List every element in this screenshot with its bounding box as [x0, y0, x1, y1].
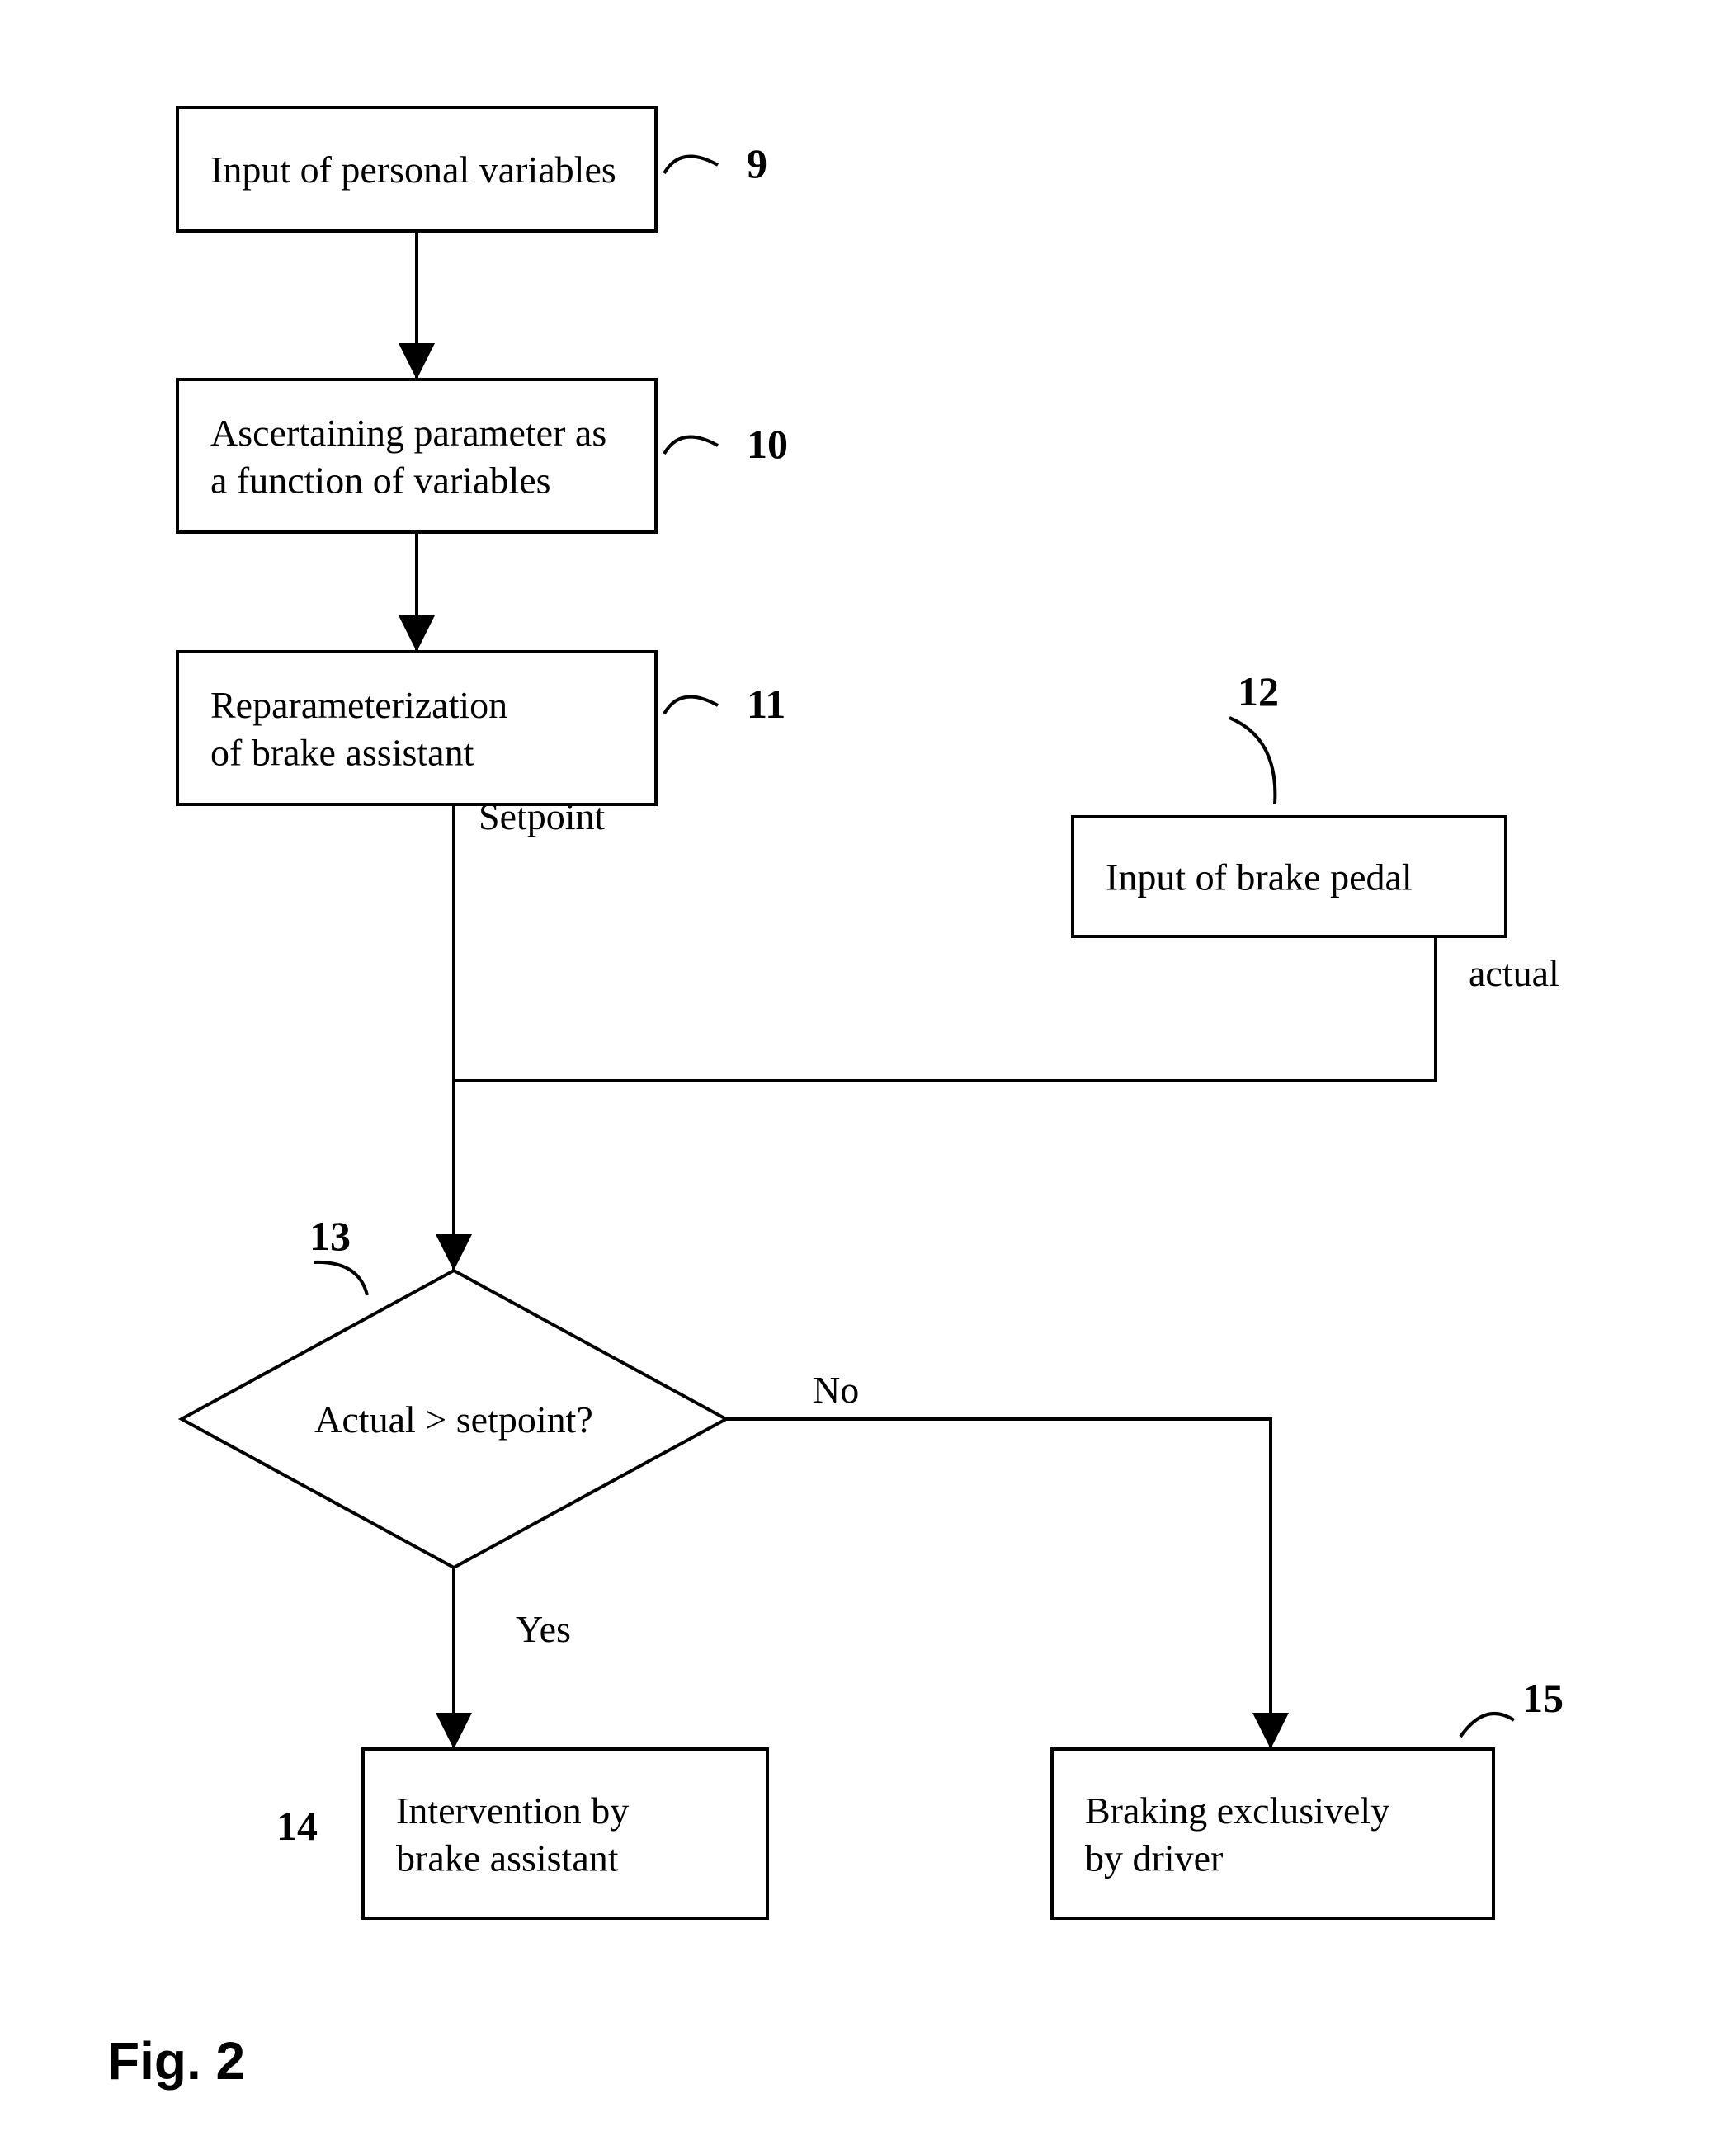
label-13: 13: [309, 1213, 351, 1259]
box-b15: [1052, 1749, 1493, 1918]
box-b10: [177, 380, 656, 532]
label-12: 12: [1238, 668, 1279, 714]
arrowhead: [436, 1234, 472, 1271]
edge-e12_join: [454, 936, 1436, 1081]
box-b14: [363, 1749, 767, 1918]
box-b11-text: of brake assistant: [210, 731, 474, 773]
box-b14-text: brake assistant: [396, 1837, 619, 1879]
box-b14-text: Intervention by: [396, 1789, 629, 1832]
decision-yes: Yes: [516, 1608, 571, 1650]
box-b9-text: Input of personal variables: [210, 149, 616, 191]
callout-c12: [1229, 718, 1275, 804]
box-b15-text: Braking exclusively: [1085, 1789, 1389, 1832]
arrowhead: [399, 343, 435, 380]
callout-c9: [664, 157, 718, 173]
label-9: 9: [747, 140, 767, 186]
decision-13-text: Actual > setpoint?: [314, 1398, 593, 1441]
box-b15-text: by driver: [1085, 1837, 1223, 1879]
callout-c11: [664, 697, 718, 714]
box-b10-text: Ascertaining parameter as: [210, 412, 606, 454]
callout-c10: [664, 437, 718, 454]
decision-no: No: [813, 1369, 859, 1411]
edge-e13_15: [726, 1419, 1271, 1749]
box-b12-text: Input of brake pedal: [1106, 856, 1413, 898]
edge-label-actual: actual: [1469, 952, 1559, 994]
box-b11-text: Reparameterization: [210, 684, 507, 726]
box-b11: [177, 652, 656, 804]
label-15: 15: [1522, 1675, 1564, 1721]
figure-caption: Fig. 2: [107, 2031, 245, 2091]
label-10: 10: [747, 421, 788, 467]
box-b10-text: a function of variables: [210, 459, 551, 501]
arrowhead: [399, 615, 435, 652]
callout-c15: [1460, 1714, 1514, 1737]
edge-label-setpoint: Setpoint: [479, 795, 606, 837]
arrowhead: [1252, 1713, 1289, 1749]
callout-c13: [314, 1262, 367, 1295]
label-11: 11: [747, 681, 785, 727]
arrowhead: [436, 1713, 472, 1749]
label-14: 14: [276, 1803, 318, 1849]
